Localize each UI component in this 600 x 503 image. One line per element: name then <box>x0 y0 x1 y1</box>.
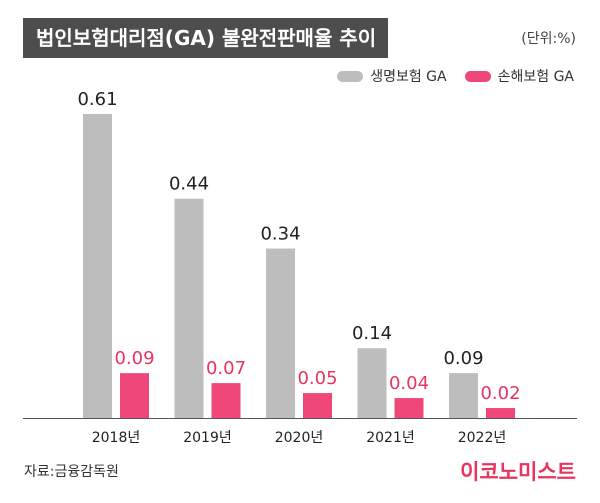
bar-life-1 <box>174 198 204 418</box>
legend-label-life: 생명보험 GA <box>370 69 447 85</box>
x-tick-label-1: 2019년 <box>183 430 232 446</box>
data-label-nonlife-2: 0.05 <box>297 368 337 389</box>
x-tick-label-2: 2020년 <box>275 430 324 446</box>
data-label-nonlife-4: 0.02 <box>480 383 520 404</box>
bar-life-4 <box>449 373 478 418</box>
legend-item-nonlife: 손해보험 GA <box>464 66 574 86</box>
legend-label-nonlife: 손해보험 GA <box>497 69 574 85</box>
bar-nonlife-4 <box>486 408 515 418</box>
bar-life-2 <box>266 248 295 418</box>
bar-nonlife-1 <box>211 383 241 418</box>
unit-label: (단위:%) <box>521 31 576 47</box>
x-tick-label-4: 2022년 <box>458 430 507 446</box>
bar-nonlife-3 <box>394 398 424 418</box>
publisher-logo: 이코노미스트 <box>460 460 576 484</box>
data-label-life-2: 0.34 <box>260 224 300 245</box>
data-label-life-3: 0.14 <box>352 323 392 344</box>
legend: 생명보험 GA 손해보험 GA <box>319 66 574 86</box>
bar-life-0 <box>83 114 112 418</box>
legend-swatch-nonlife <box>464 70 491 82</box>
data-label-nonlife-1: 0.07 <box>206 358 246 379</box>
data-label-nonlife-3: 0.04 <box>389 373 429 394</box>
legend-swatch-life <box>337 70 364 82</box>
legend-item-life: 생명보험 GA <box>337 66 447 86</box>
data-label-life-0: 0.61 <box>77 89 117 110</box>
bar-nonlife-2 <box>303 393 332 418</box>
x-tick-label-0: 2018년 <box>92 430 141 446</box>
data-label-nonlife-0: 0.09 <box>114 348 154 369</box>
data-label-life-4: 0.09 <box>443 348 483 369</box>
source-note: 자료:금융감독원 <box>24 464 119 480</box>
data-label-life-1: 0.44 <box>169 174 209 195</box>
chart-title: 법인보험대리점(GA) 불완전판매율 추이 <box>23 18 388 58</box>
bar-nonlife-0 <box>120 373 149 418</box>
x-tick-label-3: 2021년 <box>366 430 415 446</box>
bar-life-3 <box>357 348 387 418</box>
